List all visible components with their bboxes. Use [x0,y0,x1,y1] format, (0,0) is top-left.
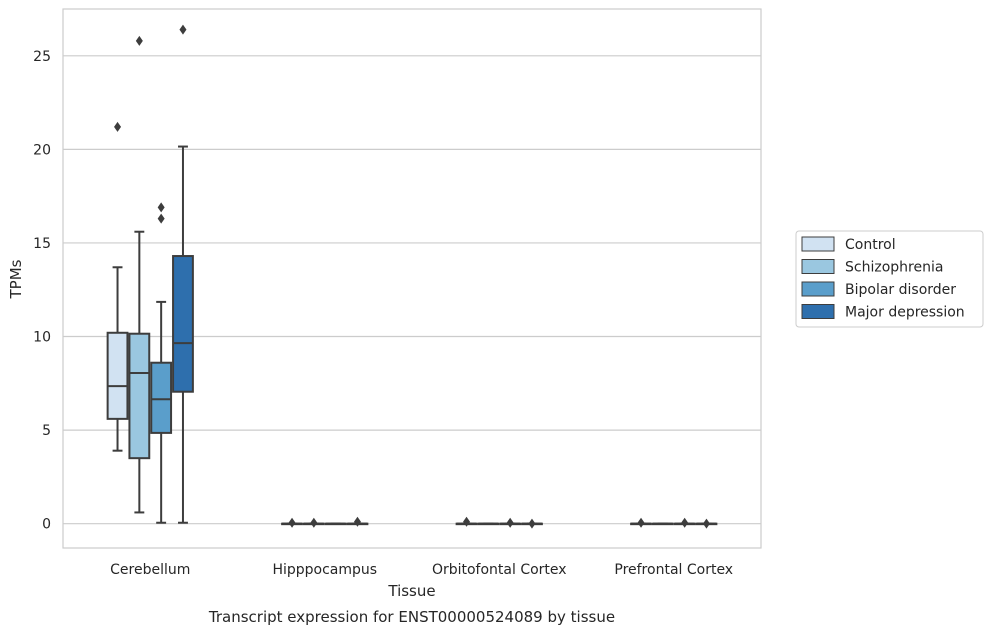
x-axis-label: Tissue [387,582,435,600]
y-tick-labels: 0 5 10 15 20 25 [33,49,51,533]
outlier-point [157,213,165,224]
box-iqr [106,331,129,420]
y-axis-label: TPMs [7,259,25,299]
legend-swatch [801,259,835,274]
outlier-point [637,517,645,528]
box-iqr [150,361,173,434]
box-iqr [128,332,151,460]
box-schizophrenia [477,522,500,526]
outlier-layer [114,24,710,529]
y-tick-label: 10 [33,330,51,346]
x-tick-label: Cerebellum [110,562,190,578]
outlier-point [506,517,514,528]
y-tick-label: 25 [33,49,51,65]
x-tick-label: Hipppocampus [272,562,377,578]
outlier-point [353,516,361,527]
legend-label: Schizophrenia [845,260,943,276]
box-schizophrenia [128,230,151,514]
outlier-point [463,516,471,527]
x-tick-label: Prefrontal Cortex [614,562,733,578]
plot-frame [62,8,762,549]
box-layer [106,145,718,526]
outlier-point [135,35,143,46]
y-tick-label: 15 [33,236,51,252]
outlier-point [179,24,187,35]
legend-swatch [801,304,835,319]
box-control [106,266,129,452]
outlier-point [310,517,318,528]
y-tick-label: 20 [33,142,51,158]
y-tick-label: 5 [42,423,51,439]
box-schizophrenia [651,522,674,526]
legend-swatch [801,236,835,252]
legend-label: Bipolar disorder [845,282,956,298]
outlier-point [681,517,689,528]
legend-swatch [801,281,835,297]
legend: Control Schizophrenia Bipolar disorder Majo… [795,230,984,328]
box-bipolar-disorder [324,522,347,526]
outlier-point [702,518,710,529]
chart-caption: Transcript expression for ENST0000052408… [208,608,615,626]
x-tick-labels: Cerebellum Hipppocampus Orbitofontal Corte… [110,562,733,578]
outlier-point [288,517,296,528]
legend-label: Control [845,237,896,253]
legend-label: Major depression [845,305,965,321]
x-tick-label: Orbitofontal Cortex [432,562,567,578]
y-tick-label: 0 [42,517,51,533]
outlier-point [157,202,165,213]
box-bipolar-disorder [150,300,173,524]
box-major-depression [172,145,194,524]
outlier-point [114,121,122,132]
legend-frame [795,230,984,328]
outlier-point [528,518,536,529]
box-iqr [172,255,194,393]
y-gridlines [63,55,761,525]
